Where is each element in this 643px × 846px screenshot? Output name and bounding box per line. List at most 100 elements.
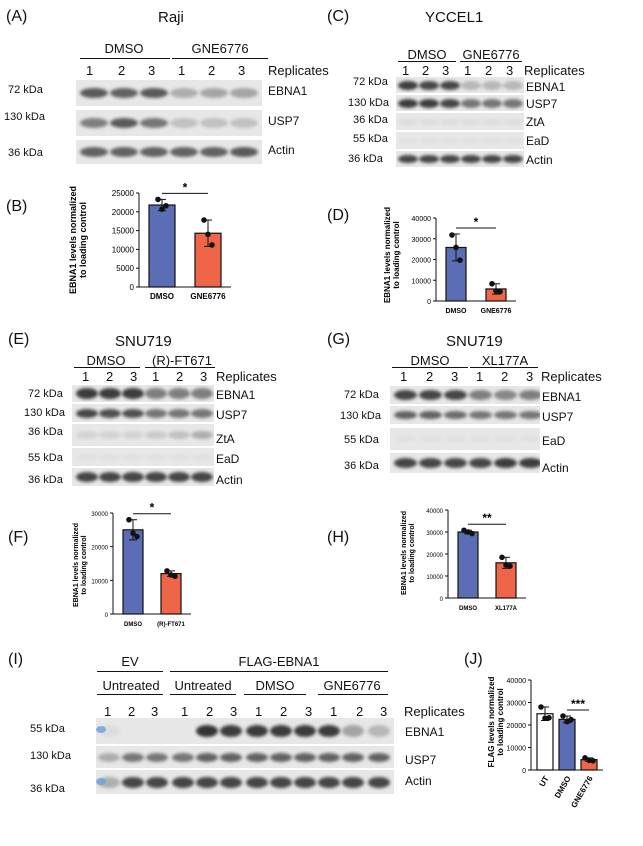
group-underline <box>170 671 388 672</box>
blot-band <box>99 388 121 399</box>
blot-band <box>200 118 228 128</box>
blot-band <box>444 458 467 468</box>
kda-label: 130 kDa <box>24 407 65 419</box>
kda-label: 36 kDa <box>344 460 379 472</box>
panel-label-i: (I) <box>8 651 24 668</box>
protein-label: USP7 <box>526 97 558 111</box>
blot-band <box>494 390 517 400</box>
y-tick-label: 30000 <box>412 237 432 244</box>
replicate-label: 2 <box>118 63 126 78</box>
blot-band <box>76 388 98 399</box>
x-tick-label: DMSO <box>553 775 573 800</box>
group-underline <box>97 671 163 672</box>
replicates-label: Replicates <box>524 63 585 78</box>
kda-label: 36 kDa <box>28 474 63 486</box>
protein-label: USP7 <box>405 753 437 767</box>
bar <box>536 713 554 771</box>
blot-band <box>503 80 523 90</box>
y-tick-label: 10000 <box>426 575 443 581</box>
western-blot-zta <box>72 424 214 446</box>
group-label: GNE6776 <box>462 47 520 62</box>
blot-band <box>168 431 190 439</box>
protein-label: EaD <box>216 452 240 466</box>
blot-band <box>469 411 492 419</box>
replicate-label: 1 <box>181 704 189 719</box>
data-point <box>582 755 588 761</box>
protein-label: ZtA <box>216 432 235 446</box>
subgroup-label: Untreated <box>102 678 160 693</box>
blot-band <box>294 725 316 737</box>
blot-band <box>122 776 144 788</box>
blot-band <box>196 752 218 762</box>
y-tick-label: 25000 <box>112 189 135 198</box>
y-axis-label: EBNA1 levels normalizedto loading contro… <box>401 511 416 595</box>
western-blot-zta <box>396 113 524 130</box>
blot-band <box>246 752 268 762</box>
y-tick-label: 10000 <box>507 746 527 753</box>
data-point <box>126 516 132 523</box>
group-underline <box>74 367 140 368</box>
blot-band <box>294 776 316 788</box>
blot-band <box>191 431 213 439</box>
y-tick-label: 30000 <box>507 701 527 708</box>
panel-label-g: (G) <box>327 331 351 348</box>
blot-band <box>145 472 167 482</box>
data-point <box>499 554 505 561</box>
western-blot-ebna1 <box>396 77 524 93</box>
replicate-label: 1 <box>178 63 186 78</box>
blot-band <box>398 98 418 108</box>
group-label: (R)-FT671 <box>152 353 212 368</box>
panel-g-title: SNU719 <box>446 333 503 350</box>
blot-band <box>270 776 292 788</box>
western-blot-ebna1 <box>390 386 540 404</box>
blot-band <box>191 388 213 399</box>
blot-band <box>318 776 340 788</box>
y-axis-label: EBNA1 levels normalizedto loading contro… <box>383 207 401 303</box>
blot-band <box>342 725 364 737</box>
data-point <box>560 713 566 719</box>
replicate-label: 3 <box>238 63 246 78</box>
replicate-label: 3 <box>380 704 388 719</box>
blot-band <box>220 776 242 788</box>
y-tick-label: 30000 <box>91 512 108 518</box>
blot-band <box>440 118 460 125</box>
kda-label: 72 kDa <box>28 388 63 400</box>
blot-band <box>172 752 194 762</box>
protein-label: ZtA <box>526 115 545 129</box>
group-underline <box>460 61 522 62</box>
chart-B: 0 5000 10000 15000 20000 25000 EBNA1 levels no… <box>68 180 231 301</box>
bar <box>122 529 144 615</box>
data-point <box>590 757 596 764</box>
kda-label: 72 kDa <box>353 76 388 88</box>
blot-band <box>80 88 108 98</box>
western-blot-ebna1 <box>96 718 394 744</box>
blot-band <box>482 80 502 90</box>
blot-band <box>145 388 167 399</box>
replicates-label: Replicates <box>541 369 602 384</box>
blot-band <box>122 472 144 482</box>
blot-band <box>394 390 417 400</box>
data-point <box>568 716 574 723</box>
blot-band <box>503 118 523 125</box>
replicate-label: 2 <box>208 63 216 78</box>
group-underline <box>80 58 170 59</box>
blot-band <box>368 752 390 762</box>
blot-band <box>419 411 442 419</box>
blot-band <box>168 388 190 399</box>
blot-band <box>200 88 228 98</box>
subgroup-label: DMSO <box>255 678 295 693</box>
blot-band <box>220 752 242 762</box>
replicate-label: 3 <box>130 369 138 384</box>
y-tick-label: 20000 <box>412 258 432 265</box>
y-tick-label: 0 <box>522 768 526 775</box>
blot-band <box>99 472 121 482</box>
protein-label: USP7 <box>268 114 300 128</box>
replicate-label: 3 <box>151 704 159 719</box>
y-tick-label: 30000 <box>426 531 443 537</box>
blot-band <box>469 458 492 468</box>
group-underline <box>172 58 268 59</box>
replicates-label: Replicates <box>216 369 277 384</box>
western-blot-usp7 <box>396 95 524 111</box>
blot-band <box>98 776 120 788</box>
